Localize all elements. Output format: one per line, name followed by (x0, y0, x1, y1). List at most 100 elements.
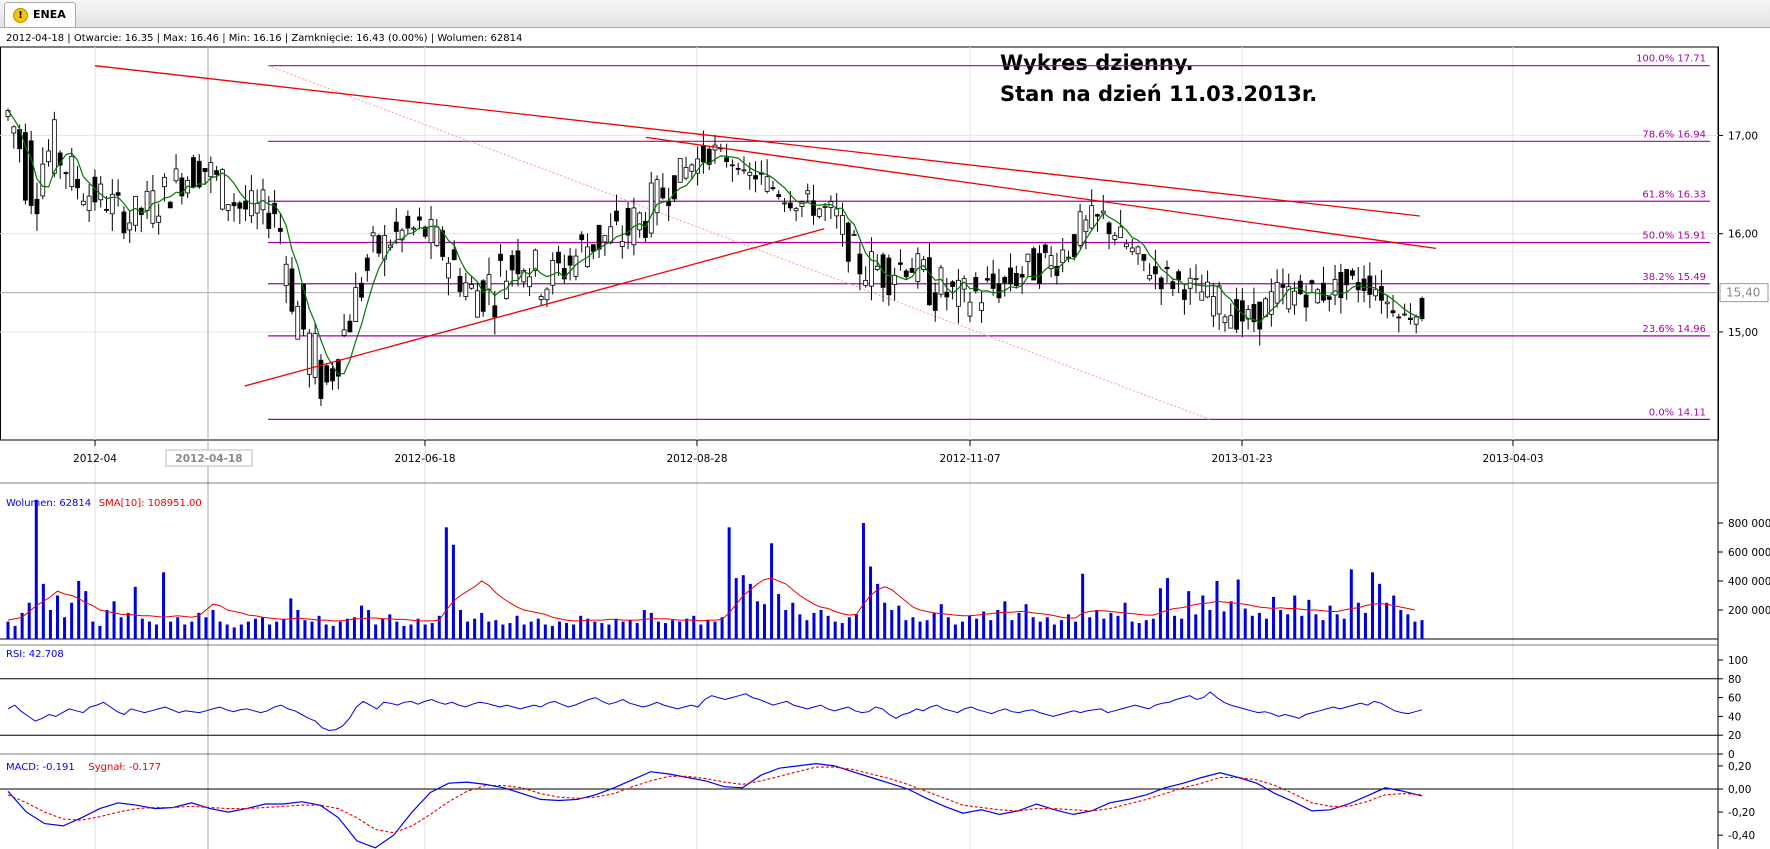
candle-body (996, 283, 1002, 299)
candle-body (63, 172, 69, 175)
volume-bar (1187, 591, 1191, 639)
candle-body (51, 119, 57, 174)
tab-enea[interactable]: ! ENEA (4, 2, 76, 27)
volume-bar (692, 615, 696, 639)
volume-bar (579, 615, 583, 639)
candle-body (446, 262, 451, 279)
candle-body (469, 284, 475, 289)
volume-bar (586, 618, 590, 639)
candle-body (567, 255, 573, 266)
candle-body (220, 169, 225, 210)
volume-bar (529, 621, 533, 639)
volume-bar (1102, 618, 1106, 639)
candle-body (359, 282, 364, 298)
candle-body (660, 187, 666, 199)
candle-body (1309, 280, 1315, 285)
candle-body (648, 182, 654, 234)
tab-bar: ! ENEA (0, 0, 1770, 28)
candle-body (863, 279, 869, 286)
volume-bar (911, 617, 915, 639)
volume-bar (338, 621, 342, 639)
volume-bar (91, 621, 95, 639)
candle-body (486, 274, 492, 291)
candle-body (121, 211, 127, 234)
candle-body (984, 278, 990, 281)
candle-body (1210, 296, 1216, 317)
volume-bar (211, 610, 215, 639)
volume-bar (770, 543, 774, 639)
volume-bar (444, 527, 448, 639)
candle-body (1280, 284, 1286, 288)
candle-body (1170, 281, 1176, 289)
tab-label: ENEA (33, 8, 66, 21)
candle-body (521, 270, 527, 283)
volume-bar (925, 620, 929, 639)
candle-body (1019, 273, 1025, 278)
candle-body (1129, 247, 1135, 253)
volume-bar (1158, 588, 1162, 639)
candle-body (816, 208, 822, 217)
macd-legend-entry: Sygnał: -0.177 (88, 762, 161, 773)
candle-body (990, 273, 996, 289)
volume-bar (784, 610, 788, 639)
macd-line (7, 762, 1423, 849)
candle-body (602, 235, 608, 243)
candle-body (492, 305, 498, 318)
stock-chart[interactable]: 2012-04-18 | Otwarcie: 16.35 | Max: 16.4… (0, 27, 1770, 849)
candle-body (764, 176, 770, 192)
volume-bar (1003, 601, 1007, 639)
candle-body (1013, 273, 1019, 286)
candle-body (1361, 278, 1367, 291)
volume-bar (105, 610, 109, 639)
candle-body (1419, 297, 1425, 319)
candle-body (104, 208, 109, 211)
volume-bar (98, 625, 102, 639)
candle-body (845, 222, 851, 262)
candle-body (1153, 266, 1158, 275)
candle-body (162, 176, 167, 188)
volume-bar (939, 604, 943, 639)
volume-bar (190, 621, 194, 639)
volume-bar (982, 611, 986, 639)
candle-body (1025, 253, 1031, 263)
candle-body (1164, 266, 1170, 270)
candle-body (150, 190, 156, 224)
candle-body (776, 194, 782, 198)
volume-bar (1272, 596, 1276, 639)
volume-bar (395, 621, 399, 639)
candle-body (1002, 277, 1008, 284)
volume-bar (706, 620, 710, 639)
volume-bar (826, 615, 830, 639)
volume-bar (1243, 608, 1247, 639)
volume-bar (275, 621, 279, 639)
volume-bar (791, 602, 795, 639)
candle-body (237, 202, 243, 209)
candle-body (306, 332, 312, 375)
volume-bar (593, 621, 597, 639)
volume-bar (1038, 621, 1042, 639)
candle-body (527, 276, 532, 288)
volume-bar (762, 604, 766, 639)
candle-body (944, 291, 950, 298)
volume-bar (869, 566, 873, 639)
volume-bar (473, 618, 477, 639)
candle-body (654, 179, 660, 214)
candle-body (1106, 222, 1112, 235)
volume-bar (451, 544, 455, 639)
candle-body (706, 148, 712, 165)
candle-body (1332, 278, 1338, 296)
candle-body (382, 235, 388, 260)
candle-body (857, 253, 863, 275)
volume-bar (918, 621, 922, 639)
warning-icon: ! (13, 8, 28, 23)
volume-bar (883, 602, 887, 639)
volume-bar (1222, 611, 1226, 639)
rsi-legend-entry: RSI: 42.708 (6, 649, 64, 660)
volume-bar (720, 617, 724, 639)
volume-bar (77, 581, 81, 639)
candle-body (1390, 310, 1396, 314)
candle-body (689, 164, 695, 172)
candle-body (411, 227, 417, 230)
fibonacci-level-label: 50.0% 15.91 (1642, 231, 1706, 242)
y-tick-label: 20 (1728, 730, 1741, 742)
